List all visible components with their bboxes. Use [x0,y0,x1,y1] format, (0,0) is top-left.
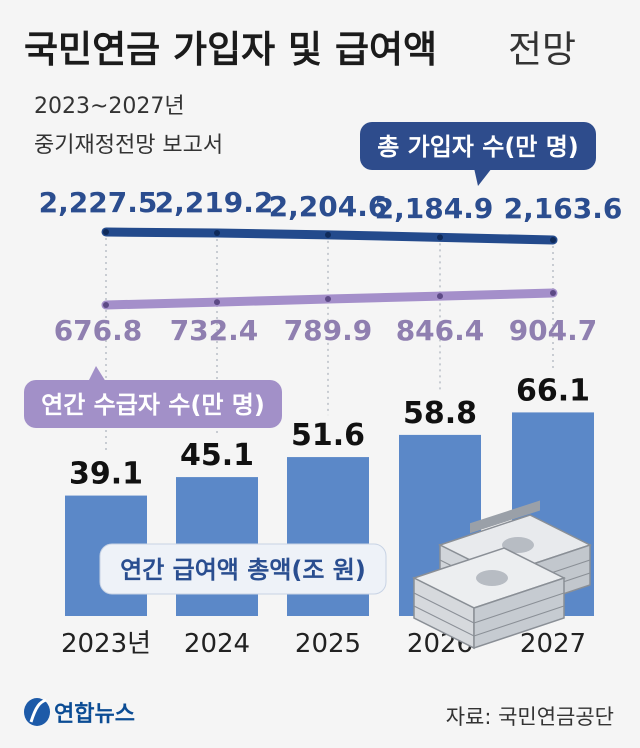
legend-subscribers-label: 총 가입자 수(만 명) [377,133,579,161]
recipients-value-label: 676.8 [54,314,143,347]
recipients-value-label: 846.4 [396,314,485,347]
subscribers-point [214,230,220,237]
x-tick-label: 2025 [295,629,361,659]
chart-title: 국민연금 가입자 및 급여액 [24,28,437,71]
subscribers-value-label: 2,204.6 [269,190,388,223]
chart-title-suffix: 전망 [508,28,576,71]
yonhap-logo: 연합뉴스 [24,698,135,727]
recipients-value-label: 732.4 [170,314,259,347]
x-axis-ticks: 2023년 2024 2025 2026 2027 [61,629,586,659]
source-note: 자료: 국민연금공단 [446,705,614,729]
benefits-value-label: 58.8 [403,396,477,431]
recipients-point [325,296,331,303]
subscribers-point [103,229,109,235]
benefits-value-label: 39.1 [69,457,143,492]
subscribers-point [325,231,331,238]
legend-recipients: 연간 수급자 수(만 명) [24,366,282,428]
subscribers-value-label: 2,227.5 [39,186,158,219]
subscribers-value-label: 2,219.2 [155,186,274,219]
recipients-point [103,302,109,308]
subscribers-value-label: 2,184.9 [375,192,494,225]
recipients-line-series [101,288,558,310]
benefits-value-label: 45.1 [180,438,254,473]
recipients-value-label: 904.7 [509,314,598,347]
recipients-point [214,299,220,306]
recipients-point [437,293,443,300]
subscribers-point [550,237,556,243]
chart-subtitle-period: 2023~2027년 [34,94,185,119]
recipients-value-label: 789.9 [284,314,373,347]
x-tick-label: 2027 [520,629,586,659]
benefits-value-label: 66.1 [516,373,590,408]
recipients-point [550,290,556,296]
benefits-value-label: 51.6 [291,418,365,453]
chart-subtitle-source-report: 중기재정전망 보고서 [34,133,223,158]
subscribers-point [437,234,443,241]
yonhap-logo-text: 연합뉴스 [54,701,135,727]
money-stack-icon [412,500,592,650]
legend-benefits-label: 연간 급여액 총액(조 원) [120,556,366,584]
subscribers-value-label: 2,163.6 [504,192,623,225]
value-labels: 2,227.52,219.22,204.62,184.9 2,163.6 676.8… [39,186,623,492]
x-tick-label: 2023년 [61,629,151,659]
x-tick-label: 2024 [184,629,250,659]
legend-benefits: 연간 급여액 총액(조 원) [99,543,387,595]
subscribers-line-series [101,227,558,245]
legend-recipients-label: 연간 수급자 수(만 명) [41,391,265,419]
legend-subscribers: 총 가입자 수(만 명) [360,122,596,186]
